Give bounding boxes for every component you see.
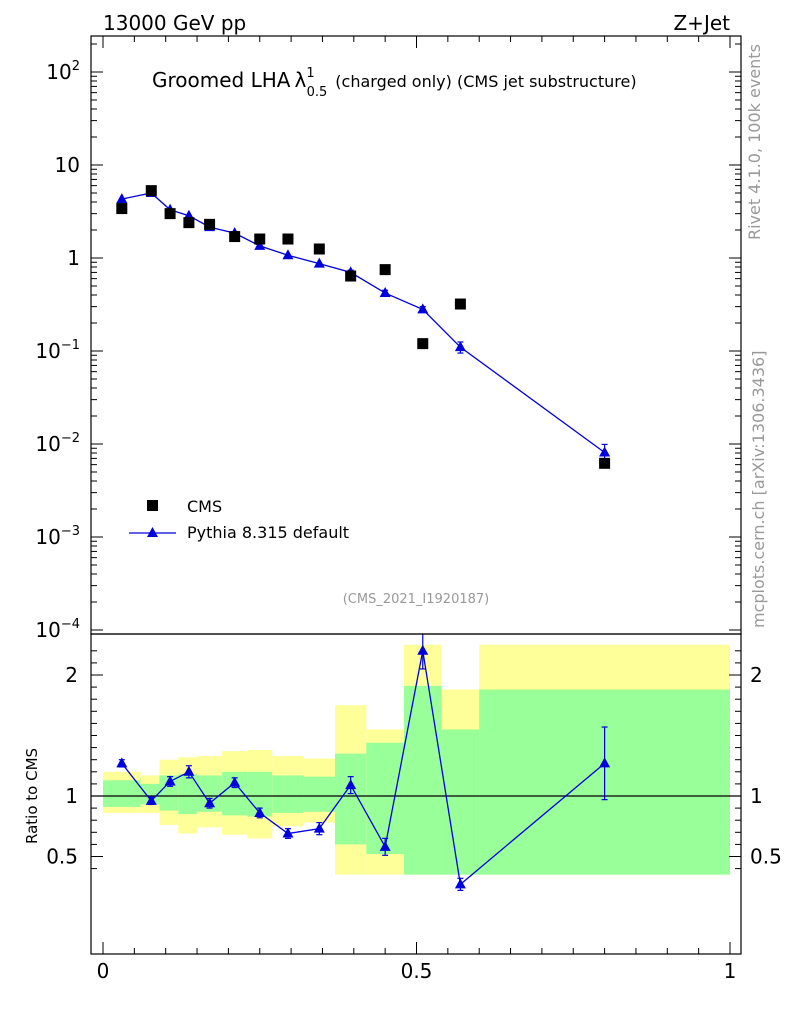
title-sup: 1 [306, 66, 314, 81]
ratio-point [313, 822, 325, 833]
ratio-point [204, 797, 216, 808]
legend-cms-marker [147, 500, 158, 511]
ratio-band-inner [366, 742, 404, 855]
cms-point [345, 270, 357, 282]
mc-point [599, 446, 611, 457]
title-symbol: λ [294, 68, 306, 92]
ratio-y-tick-label-right: 2 [750, 663, 763, 687]
cms-point [454, 298, 466, 310]
main-y-tick-labels: 102 10 1 10−1 10−2 10−3 10−4 [35, 59, 80, 642]
ratio-x-tick-label: 0.5 [401, 959, 433, 983]
cms-point [379, 264, 391, 276]
ratio-y-tick-labels: 0.5 0.5 1 1 2 2 [46, 663, 782, 869]
ratio-x-tick-label: 1 [724, 959, 737, 983]
mc-point [282, 249, 294, 260]
ratio-y-tick-label-right: 0.5 [750, 845, 782, 869]
header-left: 13000 GeV pp [103, 11, 246, 35]
rivet-label: Rivet 4.1.0, 100k events [745, 44, 764, 240]
main-y-tick-label: 10−4 [35, 617, 80, 642]
ratio-series-line [121, 650, 606, 886]
ratio-data [116, 634, 611, 891]
ratio-point [164, 775, 176, 786]
cms-point [145, 185, 157, 197]
title-sub: 0.5 [307, 85, 328, 100]
ratio-point [599, 757, 611, 768]
cms-point [599, 457, 611, 469]
cms-point [254, 233, 266, 245]
ratio-x-tick-labels: 0 0.5 1 [97, 959, 737, 983]
mc-point [379, 287, 391, 298]
cms-point [313, 243, 325, 255]
ratio-y-tick-label-left: 2 [65, 663, 78, 687]
ratio-band-inner [441, 729, 480, 875]
main-frame [90, 35, 742, 635]
main-y-tick-label: 10−3 [35, 524, 80, 549]
ratio-band-inner [140, 783, 160, 805]
cms-point [229, 231, 241, 243]
mc-point [313, 257, 325, 268]
ratio-point [116, 757, 128, 768]
cms-point [183, 217, 195, 229]
main-y-tick-label: 1 [67, 246, 80, 270]
main-y-tick-label: 10−2 [35, 431, 80, 456]
mc-point [116, 193, 128, 204]
ratio-point [345, 779, 357, 790]
legend-cms-label: CMS [187, 497, 222, 516]
legend-mc-label: Pythia 8.315 default [187, 523, 349, 542]
analysis-watermark: (CMS_2021_I1920187) [343, 592, 490, 607]
ratio-point [145, 794, 157, 805]
ratio-band-inner [334, 753, 367, 845]
mc-series-line [121, 192, 605, 454]
cms-point [164, 208, 176, 220]
header-right: Z+Jet [673, 11, 730, 35]
main-y-tick-label: 10 [55, 153, 80, 177]
ratio-point [417, 644, 429, 655]
legend-mc-marker [147, 527, 158, 537]
ratio-point [454, 878, 466, 889]
ratio-point [282, 827, 294, 838]
cms-point [417, 338, 429, 350]
ratio-y-tick-label-left: 0.5 [46, 845, 78, 869]
ratio-ticks [91, 650, 741, 954]
ratio-band-inner [178, 774, 198, 815]
ratio-point [379, 840, 391, 851]
ratio-band-inner [103, 780, 141, 807]
ratio-frame [90, 633, 742, 955]
ratio-y-tick-label-left: 1 [65, 784, 78, 808]
main-ticks [91, 36, 741, 631]
mc-point [454, 341, 466, 352]
ratio-point [229, 776, 241, 787]
title-rest: (charged only) (CMS jet substructure) [335, 72, 636, 91]
ratio-band-inner [403, 685, 442, 875]
source-label: mcplots.cern.ch [arXiv:1306.3436] [749, 351, 768, 628]
ratio-bands [103, 644, 730, 875]
main-y-tick-label: 10−1 [35, 338, 80, 363]
cms-point [204, 218, 216, 230]
main-data [116, 185, 611, 469]
cms-point [116, 203, 128, 215]
ratio-y-tick-label-right: 1 [750, 784, 763, 808]
ratio-y-axis-label: Ratio to CMS [23, 748, 41, 844]
main-title: Groomed LHA λ1 0.5 (charged only) (CMS jet … [152, 66, 637, 100]
title-main: Groomed LHA [152, 68, 291, 92]
ratio-panel: 0.5 0.51 12 2 0 0.5 1 Ratio to CMS [23, 633, 782, 983]
ratio-band-inner [272, 775, 304, 813]
ratio-point [183, 765, 195, 776]
legend: CMS Pythia 8.315 default [129, 497, 349, 542]
ratio-band-inner [303, 776, 335, 812]
cms-point [282, 233, 294, 245]
main-y-tick-label: 102 [46, 59, 80, 84]
ratio-x-tick-label: 0 [97, 959, 110, 983]
ratio-series-group [116, 634, 611, 891]
ratio-point [254, 806, 266, 817]
mc-point [417, 303, 429, 314]
mc-point [254, 239, 266, 250]
